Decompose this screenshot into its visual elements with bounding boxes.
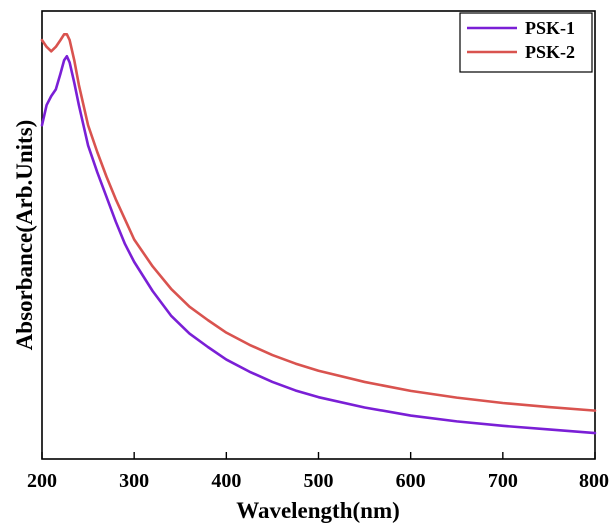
series-line-psk-2 [40, 33, 597, 412]
x-tick-label-500: 500 [304, 470, 334, 492]
x-tick-label-600: 600 [396, 470, 426, 492]
x-tick-label-300: 300 [119, 470, 149, 492]
legend-box [459, 12, 593, 73]
x-tick-label-700: 700 [488, 470, 518, 492]
x-axis-tick-labels: 200 300 400 500 600 700 800 [27, 470, 609, 492]
x-tick-label-800: 800 [579, 470, 609, 492]
x-tick-label-400: 400 [211, 470, 241, 492]
y-axis-title: Absorbance(Arb.Units) [12, 120, 37, 351]
legend-label-psk-2: PSK-2 [525, 42, 575, 62]
series-line-psk-1 [40, 54, 597, 435]
series-lines [40, 33, 597, 435]
x-tick-label-200: 200 [27, 470, 57, 492]
legend: PSK-1 PSK-2 [459, 12, 593, 73]
legend-label-psk-1: PSK-1 [525, 18, 575, 38]
x-axis-title: Wavelength(nm) [236, 498, 400, 523]
x-axis-ticks [41, 452, 596, 459]
plot-frame [41, 10, 596, 460]
